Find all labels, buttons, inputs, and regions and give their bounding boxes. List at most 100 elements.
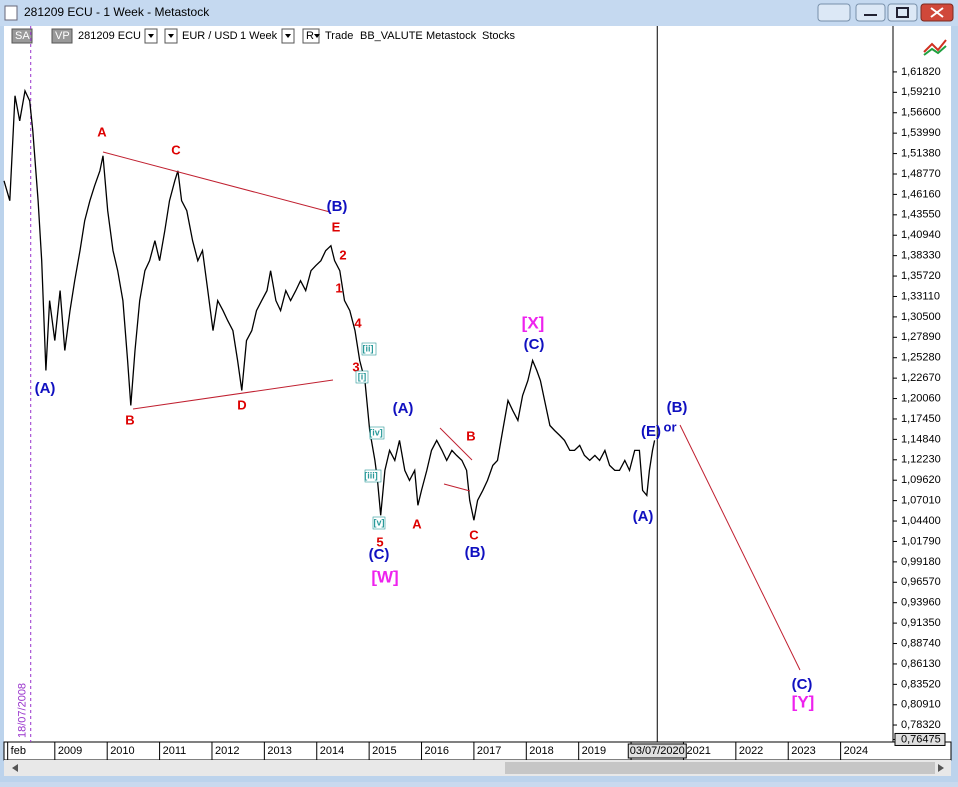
toolbar-label: 1 Week — [240, 30, 278, 42]
y-tick-label: 1,04400 — [901, 515, 941, 527]
y-tick-label: 1,46160 — [901, 188, 941, 200]
toolbar-button[interactable] — [11, 28, 33, 44]
toolbar-button[interactable] — [51, 28, 73, 44]
dropdown-arrow — [148, 34, 154, 38]
x-tick-label: 2016 — [425, 745, 449, 757]
wave-label-box — [355, 370, 369, 384]
cursor-date-label: 03/07/2020 — [630, 745, 685, 757]
window-title: 281209 ECU - 1 Week - Metastock — [24, 5, 210, 19]
wave-label: [W] — [371, 567, 398, 586]
wave-label: (B) — [327, 198, 348, 215]
cursor-date-box — [627, 743, 687, 759]
wave-label: (B) — [465, 544, 486, 561]
x-tick-label: 2014 — [320, 745, 344, 757]
y-tick-label: 0,93960 — [901, 597, 941, 609]
wave-label: [v] — [374, 517, 385, 527]
wave-label: 4 — [354, 315, 362, 330]
wave-label: (B) — [667, 399, 688, 416]
y-tick-label: 1,48770 — [901, 168, 941, 180]
wave-label: 2 — [339, 247, 346, 262]
y-tick-label: 1,40940 — [901, 229, 941, 241]
toolbar: SA VP 281209 ECU EUR / USD 1 Week R Trade BB_VA… — [11, 28, 516, 44]
x-tick-label: 2021 — [686, 745, 710, 757]
y-tick-label: 0,76475 — [901, 733, 941, 745]
x-tick-label: 2019 — [582, 745, 606, 757]
y-tick-label: 1,01790 — [901, 535, 941, 547]
restore-all-button[interactable] — [817, 3, 851, 22]
wave-label: [X] — [522, 313, 545, 332]
date-marker-label: 18/07/2008 — [17, 683, 29, 738]
x-tick-label: 2023 — [791, 745, 815, 757]
toolbar-label: SA — [15, 30, 30, 42]
wave-label: [i] — [358, 371, 367, 381]
y-tick-label: 0,96570 — [901, 576, 941, 588]
wave-label: E — [332, 219, 341, 234]
y-axis-area — [893, 26, 951, 742]
wave-label: C — [469, 527, 479, 542]
x-tick-label: 2017 — [477, 745, 501, 757]
dropdown-arrow — [285, 34, 291, 38]
y-tick-label: 1,09620 — [901, 474, 941, 486]
wave-label: C — [171, 142, 181, 157]
wave-label: 1 — [335, 280, 342, 295]
toolbar-button[interactable] — [302, 28, 320, 44]
y-tick-label: 1,35720 — [901, 270, 941, 282]
x-tick-label: 2024 — [844, 745, 868, 757]
toolbar-label: R — [306, 30, 314, 42]
toolbar-label: Trade — [325, 30, 353, 42]
y-tick-label: 1,61820 — [901, 66, 941, 78]
toolbar-label: 281209 ECU — [78, 30, 141, 42]
y-tick-label: 1,30500 — [901, 311, 941, 323]
y-tick-label: 1,43550 — [901, 209, 941, 221]
y-tick-label: 1,53990 — [901, 127, 941, 139]
wave-label: (A) — [633, 508, 654, 525]
x-tick-label: 2022 — [739, 745, 763, 757]
toolbar-label: BB_VALUTE — [360, 30, 423, 42]
dropdown-arrow — [314, 34, 320, 38]
wave-label: B — [466, 428, 475, 443]
trend-line — [132, 379, 334, 410]
wave-label: (A) — [35, 380, 56, 397]
wave-label: [Y] — [792, 692, 815, 711]
y-tick-label: 1,27890 — [901, 331, 941, 343]
window-buttons — [817, 3, 954, 22]
y-tick-label: 0,83520 — [901, 678, 941, 690]
wave-label: A — [412, 516, 422, 531]
x-tick-label: 2009 — [58, 745, 82, 757]
y-tick-label: 0,86130 — [901, 658, 941, 670]
y-tick-label: 1,38330 — [901, 250, 941, 262]
dropdown-arrow — [168, 34, 174, 38]
trend-line — [443, 483, 471, 492]
wave-label-box — [372, 516, 386, 530]
y-tick-label: 1,56600 — [901, 107, 941, 119]
y-tick-label: 1,22670 — [901, 372, 941, 384]
app-icon — [4, 5, 18, 21]
y-tick-label: 1,20060 — [901, 392, 941, 404]
y-tick-label: 1,33110 — [901, 290, 940, 302]
plot: 1,61820 1,59210 1,56600 1,53990 1,51380 1,487… — [3, 26, 946, 760]
y-tick-label: 1,12230 — [901, 454, 941, 466]
x-tick-label: 2018 — [529, 745, 553, 757]
wave-label: (C) — [792, 676, 813, 693]
current-price-box — [894, 732, 946, 746]
wave-label: [iii] — [364, 470, 378, 480]
toolbar-label: EUR / USD — [182, 30, 238, 42]
trend-line — [102, 151, 331, 213]
toolbar-label: Metastock — [426, 30, 477, 42]
toolbar-label: Stocks — [482, 30, 516, 42]
y-tick-label: 0,91350 — [901, 617, 941, 629]
x-tick-label: 2015 — [372, 745, 396, 757]
y-tick-label: 0,88740 — [901, 637, 941, 649]
wave-label: 3 — [352, 359, 359, 374]
y-tick-label: 0,78320 — [901, 719, 941, 731]
y-tick-label: 1,07010 — [901, 495, 941, 507]
wave-label: [ii] — [363, 343, 374, 353]
wave-label: (E) — [641, 423, 661, 440]
wave-label-box — [364, 469, 382, 483]
maximize-button[interactable] — [887, 3, 918, 22]
scroll-thumb[interactable] — [505, 762, 935, 774]
wave-label: [iv] — [369, 427, 383, 437]
wave-label: B — [125, 412, 134, 427]
minimize-button[interactable] — [855, 3, 886, 22]
